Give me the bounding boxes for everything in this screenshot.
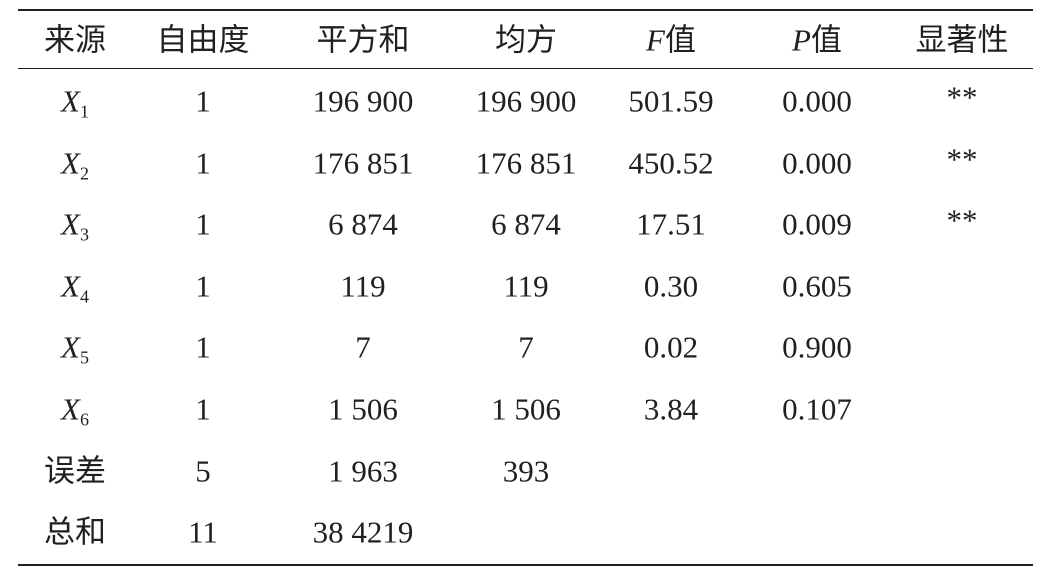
table-cell: 0.30 bbox=[643, 268, 699, 304]
table-cell: 总和 bbox=[44, 514, 106, 550]
table-cell: X3 bbox=[61, 206, 89, 244]
table-cell: 393 bbox=[502, 453, 550, 489]
table-cell: 0.605 bbox=[782, 268, 852, 304]
subscript: 6 bbox=[79, 409, 89, 430]
subscript: 4 bbox=[79, 286, 89, 307]
table-cell: 196 900 bbox=[475, 83, 577, 119]
table-cell: 3.84 bbox=[643, 391, 699, 427]
text: 值 bbox=[664, 22, 696, 58]
table-cell: 0.02 bbox=[643, 329, 699, 365]
header-cell: 来源 bbox=[44, 22, 106, 58]
table-cell: 7 bbox=[518, 329, 534, 365]
subscript: 3 bbox=[79, 224, 89, 245]
text: 值 bbox=[810, 22, 842, 58]
table-cell: 11 bbox=[188, 514, 218, 550]
table-cell: 1 506 bbox=[328, 391, 398, 427]
symbol: X bbox=[61, 268, 80, 304]
header-cell: P值 bbox=[792, 25, 842, 56]
header-cell: 均方 bbox=[495, 22, 557, 58]
table-cell: 误差 bbox=[44, 453, 106, 489]
header-cell: 自由度 bbox=[156, 22, 250, 58]
bottom-rule bbox=[18, 564, 1033, 566]
symbol: P bbox=[792, 22, 811, 58]
table-cell: 1 bbox=[195, 206, 211, 242]
symbol: X bbox=[61, 329, 80, 365]
table-cell: 38 4219 bbox=[312, 514, 414, 550]
symbol: F bbox=[646, 22, 665, 58]
symbol: X bbox=[61, 145, 80, 181]
table-cell: 7 bbox=[355, 329, 371, 365]
table-cell: 501.59 bbox=[628, 83, 714, 119]
header-cell: F值 bbox=[646, 25, 696, 56]
header-cell: 平方和 bbox=[316, 22, 410, 58]
table-cell: 0.107 bbox=[782, 391, 852, 427]
symbol: X bbox=[61, 391, 80, 427]
table-cell: 0.000 bbox=[782, 83, 852, 119]
subscript: 5 bbox=[79, 347, 89, 368]
table-cell: 1 bbox=[195, 391, 211, 427]
table-cell: X6 bbox=[61, 391, 89, 429]
table-cell: 0.900 bbox=[782, 329, 852, 365]
table-cell: 6 874 bbox=[328, 206, 398, 242]
table-cell: 1 bbox=[195, 329, 211, 365]
table-cell: 6 874 bbox=[491, 206, 561, 242]
table-cell: 5 bbox=[195, 453, 211, 489]
table-cell: 1 bbox=[195, 83, 211, 119]
table-cell: 1 963 bbox=[328, 453, 398, 489]
symbol: X bbox=[61, 206, 80, 242]
table-cell: X1 bbox=[61, 83, 89, 121]
table-cell: ** bbox=[946, 202, 978, 238]
table-cell: 1 506 bbox=[491, 391, 561, 427]
symbol: X bbox=[61, 83, 80, 119]
table-cell: 176 851 bbox=[312, 145, 414, 181]
table-cell: X2 bbox=[61, 145, 89, 182]
header-cell: 显著性 bbox=[915, 22, 1009, 58]
top-rule bbox=[18, 9, 1033, 11]
table-cell: 0.009 bbox=[782, 206, 852, 242]
table-cell: X5 bbox=[61, 329, 89, 367]
table-cell: 1 bbox=[195, 268, 211, 304]
table-cell: ** bbox=[946, 141, 978, 177]
table-cell: 196 900 bbox=[312, 83, 414, 119]
subscript: 1 bbox=[79, 101, 89, 122]
table-cell: 0.000 bbox=[782, 145, 852, 181]
table-cell: 450.52 bbox=[628, 145, 714, 181]
table-cell: ** bbox=[946, 79, 978, 115]
table-cell: 1 bbox=[195, 145, 211, 181]
table-cell: 119 bbox=[340, 268, 386, 304]
subscript: 2 bbox=[79, 163, 89, 184]
table-cell: X4 bbox=[61, 268, 89, 305]
header-rule bbox=[18, 68, 1033, 69]
table-cell: 176 851 bbox=[475, 145, 577, 181]
table-cell: 119 bbox=[503, 268, 549, 304]
table-cell: 17.51 bbox=[636, 206, 706, 242]
